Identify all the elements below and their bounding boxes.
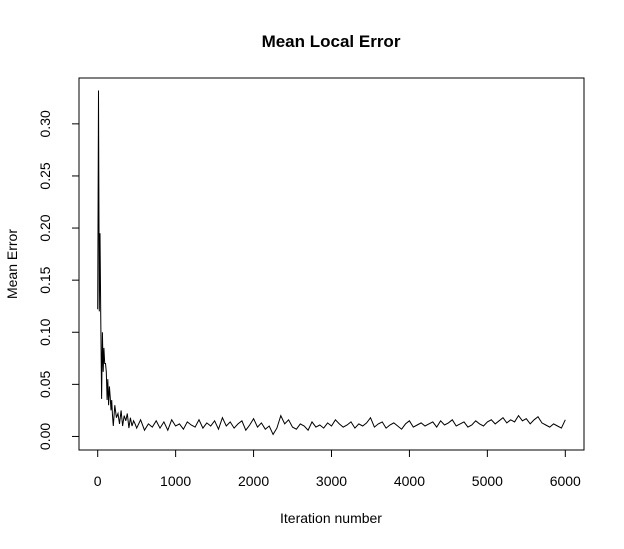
x-tick-label: 1000	[160, 473, 191, 489]
series-line	[97, 90, 566, 436]
x-tick-label: 4000	[394, 473, 425, 489]
y-tick-label: 0.10	[37, 318, 53, 345]
y-axis: 0.00 0.05 0.10 0.15 0.20 0.25 0.30	[37, 110, 80, 450]
y-axis-label: Mean Error	[4, 229, 20, 299]
y-tick-label: 0.25	[37, 162, 53, 189]
x-tick-label: 3000	[316, 473, 347, 489]
x-tick-label: 5000	[472, 473, 503, 489]
x-tick-label: 0	[94, 473, 102, 489]
y-tick-label: 0.15	[37, 266, 53, 293]
plot-frame	[78, 77, 585, 451]
chart-title: Mean Local Error	[262, 32, 401, 51]
y-tick-label: 0.20	[37, 214, 53, 241]
x-tick-label: 6000	[550, 473, 581, 489]
x-axis: 0 1000 2000 3000 4000 5000 6000	[94, 449, 581, 489]
x-axis-label: Iteration number	[280, 510, 382, 526]
y-tick-label: 0.05	[37, 371, 53, 398]
y-tick-label: 0.00	[37, 423, 53, 450]
x-tick-label: 2000	[238, 473, 269, 489]
y-tick-label: 0.30	[37, 110, 53, 137]
